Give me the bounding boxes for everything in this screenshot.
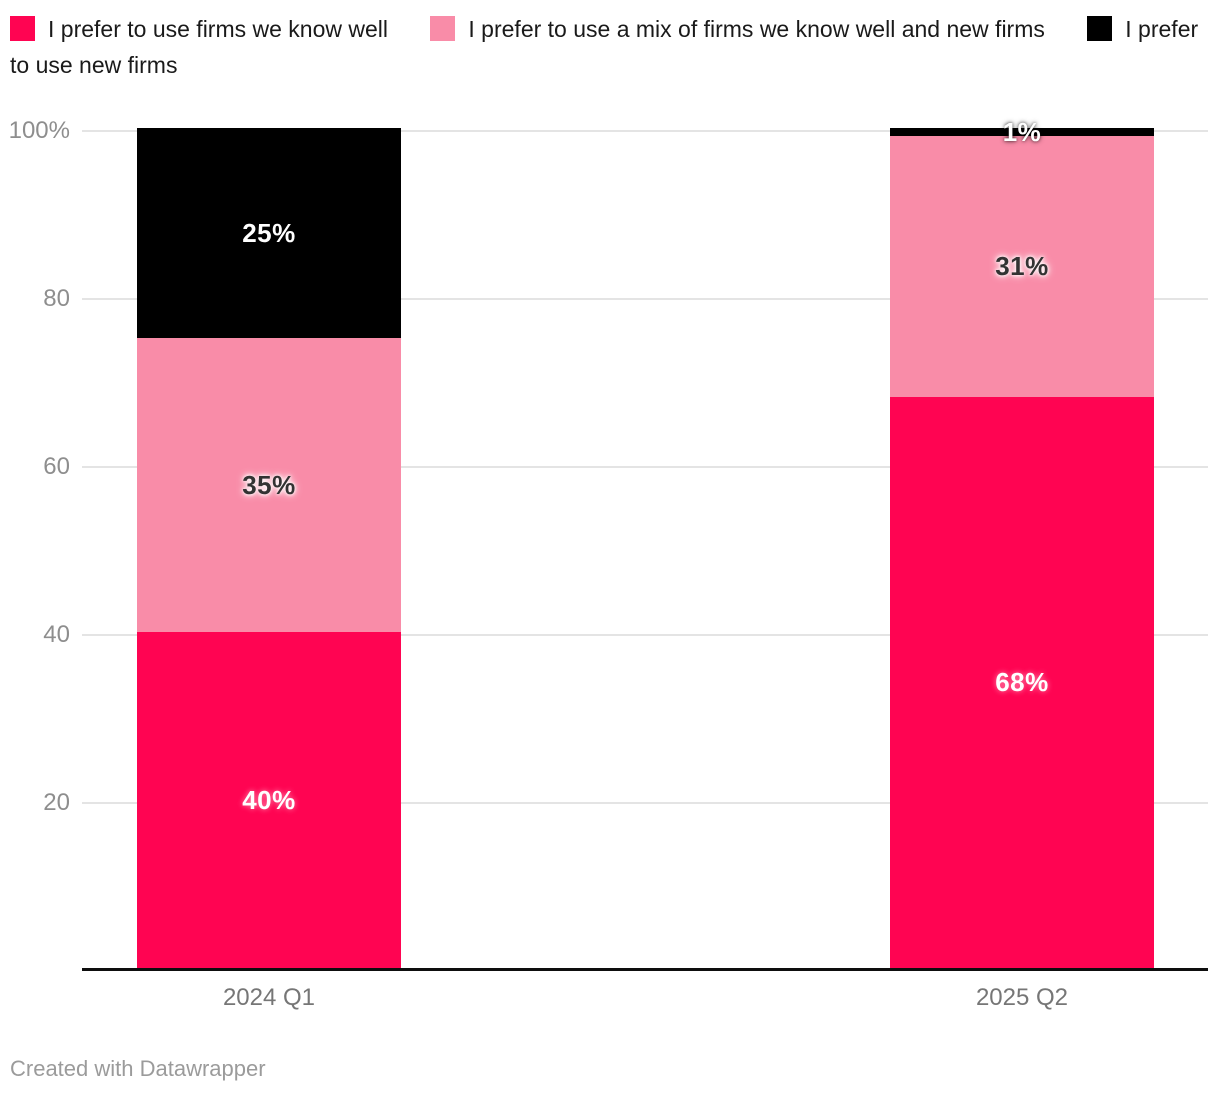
bar-segment-know-well: 68%	[890, 396, 1154, 968]
legend-label-know-well: I prefer to use firms we know well	[48, 16, 389, 42]
legend-swatch-mix	[430, 16, 456, 41]
legend-item-new-firms: I prefer to use new firms	[10, 16, 1198, 78]
bar-value-label: 31%	[995, 251, 1049, 282]
bar-segment-new-firms: 25%	[137, 128, 401, 338]
gridline-40	[82, 634, 1208, 636]
gridline-60	[82, 466, 1208, 468]
bar-value-label: 1%	[1002, 116, 1042, 147]
legend-swatch-new-firms	[1087, 16, 1113, 41]
legend-swatch-know-well	[10, 16, 35, 41]
legend-item-mix: I prefer to use a mix of firms we know w…	[430, 16, 1045, 42]
y-tick-60: 60	[43, 453, 70, 480]
legend: I prefer to use firms we know well I pre…	[10, 11, 1210, 83]
plot-area: 25% 35% 40% 1% 31% 68%	[82, 117, 1208, 971]
bar-value-label: 35%	[242, 469, 296, 500]
bar-2025-q2: 1% 31% 68%	[890, 117, 1154, 968]
bar-segment-mix: 35%	[137, 338, 401, 632]
x-label-2025-q2: 2025 Q2	[975, 984, 1069, 1011]
x-label-2024-q1: 2024 Q1	[222, 984, 316, 1011]
bar-value-label: 68%	[995, 666, 1049, 697]
y-tick-20: 20	[43, 789, 70, 816]
bar-segment-mix: 31%	[890, 136, 1154, 397]
legend-item-know-well: I prefer to use firms we know well	[10, 16, 388, 42]
gridline-100	[82, 130, 1208, 132]
bar-segment-know-well: 40%	[137, 632, 401, 968]
gridline-80	[82, 298, 1208, 300]
y-tick-100: 100%	[8, 117, 70, 144]
footer-credit: Created with Datawrapper	[10, 1056, 266, 1081]
bar-value-label: 25%	[242, 217, 296, 248]
legend-label-mix: I prefer to use a mix of firms we know w…	[468, 16, 1045, 42]
y-tick-40: 40	[43, 621, 70, 648]
bar-2024-q1: 25% 35% 40%	[137, 128, 401, 968]
bar-value-label: 40%	[242, 784, 296, 815]
legend-label-new-firms: I prefer to use new firms	[10, 16, 1199, 78]
bar-segment-new-firms: 1%	[890, 117, 1154, 147]
gridline-20	[82, 802, 1208, 804]
y-tick-80: 80	[43, 285, 70, 312]
